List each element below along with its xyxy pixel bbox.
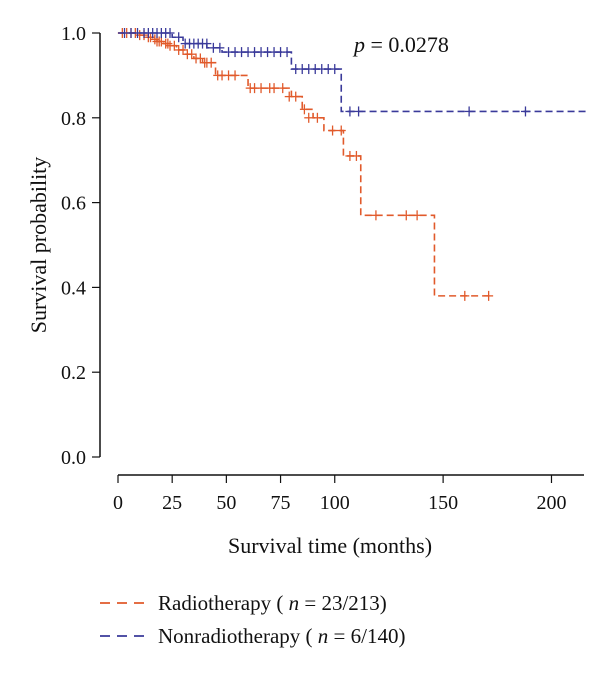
plot-lines-group [117, 28, 589, 301]
x-tick-label: 100 [320, 492, 350, 514]
y-tick-label: 0.4 [61, 277, 86, 299]
legend-prefix-nonradiotherapy: Nonradiotherapy ( [158, 624, 313, 648]
y-axis-title: Survival probability [26, 157, 51, 334]
radiotherapy-curve [118, 32, 491, 297]
legend-suffix-radiotherapy: = 23/213) [304, 591, 386, 615]
x-tick-label: 75 [271, 492, 291, 514]
series-nonradiotherapy [118, 28, 589, 117]
y-tick-label: 0.2 [61, 362, 86, 384]
y-tick-label: 0.8 [61, 108, 86, 130]
legend-label-nonradiotherapy: Nonradiotherapy ( n = 6/140) [158, 624, 405, 648]
x-tick-label: 150 [428, 492, 458, 514]
y-tick-label: 0.6 [61, 193, 86, 215]
legend-n-symbol-nonradiotherapy: n [318, 624, 329, 648]
legend-label-radiotherapy: Radiotherapy ( n = 23/213) [158, 591, 387, 615]
axes-layer: 0.0 0.2 0.4 0.6 0.8 1.0 0 25 50 75 100 150 200 [61, 23, 584, 514]
x-tick-label: 0 [113, 492, 123, 514]
p-symbol: p [352, 32, 365, 57]
p-value-text: = 0.0278 [371, 32, 449, 57]
p-value-annotation: p = 0.0278 [352, 32, 449, 57]
legend-prefix-radiotherapy: Radiotherapy ( [158, 591, 283, 615]
series-radiotherapy [117, 28, 494, 301]
legend: Radiotherapy ( n = 23/213) Nonradiothera… [100, 591, 405, 648]
x-tick-label: 25 [162, 492, 182, 514]
y-tick-label: 1.0 [61, 23, 86, 45]
x-tick-label: 200 [536, 492, 566, 514]
y-tick-label: 0.0 [61, 447, 86, 469]
legend-suffix-nonradiotherapy: = 6/140) [334, 624, 406, 648]
x-axis-title: Survival time (months) [228, 533, 432, 558]
x-tick-label: 50 [216, 492, 236, 514]
legend-n-symbol-radiotherapy: n [289, 591, 300, 615]
